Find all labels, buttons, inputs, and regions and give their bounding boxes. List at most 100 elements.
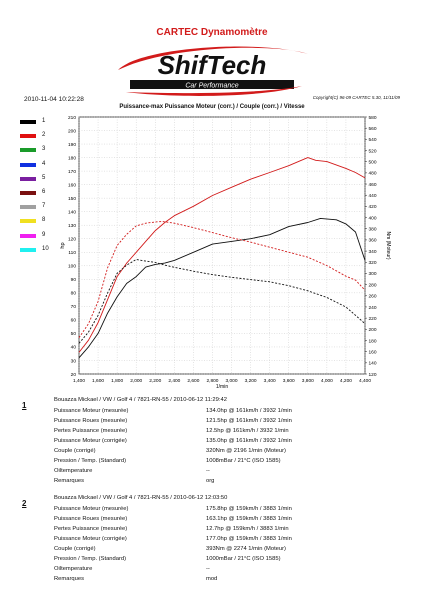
measure-value: --	[206, 468, 210, 474]
measure-value: 175.8hp @ 159km/h / 3883 1/min	[206, 506, 292, 512]
legend-item: 6	[20, 189, 70, 197]
y-right-tick-label: 320	[369, 260, 377, 266]
y-right-tick-label: 160	[369, 349, 377, 355]
measure-value: 135.0hp @ 161km/h / 3932 1/min	[206, 438, 292, 444]
x-tick-label: 3,200	[245, 378, 257, 384]
y-left-tick-label: 180	[68, 155, 76, 161]
legend-item: 9	[20, 232, 70, 240]
x-tick-label: 1,600	[92, 378, 104, 384]
y-right-tick-label: 400	[369, 215, 377, 221]
y-left-tick-label: 50	[71, 331, 77, 337]
x-tick-label: 3,600	[283, 378, 295, 384]
y-right-tick-label: 120	[369, 372, 377, 378]
measure-row: Pression / Temp. (Standard) 1008mBar / 21…	[54, 458, 394, 467]
measure-row: Puissance Moteur (corrigée) 177.0hp @ 159…	[54, 536, 394, 545]
measure-value: 177.0hp @ 159km/h / 3883 1/min	[206, 536, 292, 542]
legend-item: 7	[20, 203, 70, 211]
report-date: 2010-11-04 10:22:28	[24, 96, 84, 103]
measure-label: Puissance Moteur (mesurée)	[54, 408, 129, 414]
y-right-tick-label: 420	[369, 204, 377, 210]
y-left-tick-label: 170	[68, 169, 76, 175]
copyright-note: Copyright(C) 96-09 CARTEC 5.30, 11/11/09	[312, 95, 400, 100]
x-tick-label: 1,800	[111, 378, 123, 384]
page-title: CARTEC Dynamomètre	[156, 27, 268, 38]
measure-label: Remarques	[54, 478, 84, 484]
measure-value: 1008mBar / 21°C (ISO 1585)	[206, 458, 281, 464]
y-left-tick-label: 140	[68, 209, 76, 215]
y-left-tick-label: 210	[68, 115, 76, 121]
legend-swatch	[20, 120, 36, 124]
y-left-tick-label: 40	[71, 345, 77, 351]
legend-item: 4	[20, 161, 70, 169]
measure-value: 1000mBar / 21°C (ISO 1585)	[206, 556, 281, 562]
measure-label: Pression / Temp. (Standard)	[54, 458, 127, 464]
y-right-tick-label: 280	[369, 282, 377, 288]
measure-value: 163.1hp @ 159km/h / 3883 1/min	[206, 516, 292, 522]
plot-area	[78, 116, 366, 375]
x-tick-label: 2,800	[206, 378, 218, 384]
measure-value: --	[206, 566, 210, 572]
y-right-tick-label: 380	[369, 227, 377, 233]
y-right-tick-label: 300	[369, 271, 377, 277]
y-right-tick-label: 440	[369, 193, 377, 199]
legend-number: 10	[42, 245, 49, 252]
legend-item: 1	[20, 118, 70, 126]
y-left-tick-label: 150	[68, 196, 76, 202]
x-tick-label: 4,400	[359, 378, 371, 384]
measure-row: Puissance Moteur (mesurée) 175.8hp @ 159k…	[54, 506, 394, 515]
y-right-tick-label: 520	[369, 148, 377, 154]
y-right-tick-label: 460	[369, 182, 377, 188]
legend-number: 8	[42, 217, 46, 224]
torque-curve-run1	[78, 259, 366, 344]
measure-label: Pertes Puissance (mesurée)	[54, 428, 128, 434]
measure-label: Puissance Moteur (corrigée)	[54, 536, 127, 542]
run-header: Bouazza Mickael / VW / Golf 4 / 7821-RN-…	[54, 397, 227, 403]
legend-swatch	[20, 247, 36, 252]
legend-swatch	[20, 148, 36, 153]
logo-subtitle: Car Performance	[185, 83, 238, 90]
measure-value: org	[206, 478, 215, 484]
measure-row: Remarques org	[54, 478, 394, 487]
legend-swatch	[20, 162, 36, 167]
measure-label: Oiltemperature	[54, 566, 93, 572]
y-left-tick-label: 90	[71, 277, 77, 283]
y-left-tick-label: 60	[71, 318, 77, 324]
y-right-tick-label: 180	[369, 338, 377, 344]
x-tick-label: 2,000	[130, 378, 142, 384]
legend-swatch	[20, 205, 36, 210]
x-tick-label: 2,400	[168, 378, 180, 384]
x-tick-label: 1,400	[73, 378, 85, 384]
legend-swatch	[20, 176, 36, 181]
legend-number: 1	[42, 118, 46, 124]
y-right-tick-label: 220	[369, 316, 377, 322]
y-right-tick-label: 200	[369, 327, 377, 333]
measure-label: Puissance Roues (mesurée)	[54, 418, 128, 424]
measure-row: Puissance Roues (mesurée) 121.5hp @ 161km…	[54, 418, 394, 427]
measure-label: Puissance Moteur (mesurée)	[54, 506, 129, 512]
y-right-tick-label: 540	[369, 137, 377, 143]
measure-row: Pertes Puissance (mesurée) 12.5hp @ 161km…	[54, 428, 394, 437]
measure-row: Oiltemperature --	[54, 468, 394, 477]
legend-item: 2	[20, 132, 70, 140]
measure-row: Pertes Puissance (mesurée) 12.7hp @ 159km…	[54, 526, 394, 535]
measure-label: Couple (corrigé)	[54, 546, 96, 552]
measure-label: Oiltemperature	[54, 468, 93, 474]
measure-value: 12.7hp @ 159km/h / 3883 1/min	[206, 526, 289, 532]
legend-number: 6	[42, 189, 46, 195]
y-left-tick-label: 100	[68, 264, 76, 270]
measure-row: Couple (corrigé) 393Nm @ 2274 1/min (Mote…	[54, 546, 394, 555]
measure-label: Pertes Puissance (mesurée)	[54, 526, 128, 532]
measure-row: Puissance Moteur (corrigée) 135.0hp @ 161…	[54, 438, 394, 447]
run-index: 1	[22, 401, 27, 410]
y-left-tick-label: 80	[71, 291, 77, 297]
power-curve-run1	[78, 217, 366, 359]
legend-swatch	[20, 134, 36, 139]
y-right-tick-label: 340	[369, 249, 377, 255]
x-tick-label: 3,800	[302, 378, 314, 384]
x-tick-label: 2,200	[149, 378, 161, 384]
shiftech-logo: ShifTech Car Performance	[118, 46, 308, 96]
measure-label: Puissance Roues (mesurée)	[54, 516, 128, 522]
y-right-tick-label: 240	[369, 305, 377, 311]
legend-item: 10	[20, 246, 70, 254]
legend-number: 2	[42, 132, 46, 139]
